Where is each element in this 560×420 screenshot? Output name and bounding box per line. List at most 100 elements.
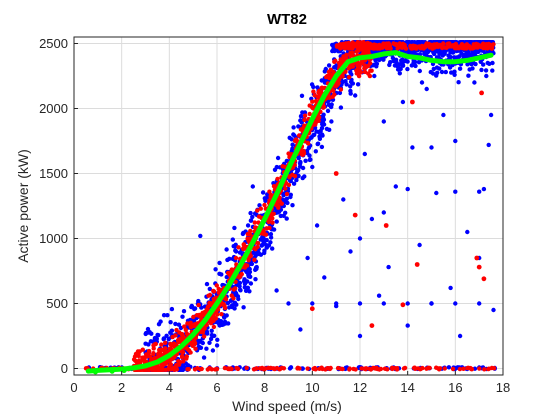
scatter-point <box>291 125 295 129</box>
scatter-point <box>212 289 216 293</box>
scatter-point <box>190 342 194 346</box>
scatter-point <box>452 73 456 77</box>
scatter-point <box>446 53 450 57</box>
scatter-point <box>314 149 318 153</box>
scatter-point <box>253 220 257 224</box>
scatter-point <box>467 67 471 71</box>
scatter-point <box>367 367 371 371</box>
scatter-point <box>441 53 445 57</box>
scatter-point <box>406 187 410 191</box>
scatter-point <box>453 190 457 194</box>
scatter-point <box>320 87 324 91</box>
scatter-point <box>487 143 491 147</box>
scatter-point <box>142 355 146 359</box>
scatter-point <box>313 93 317 97</box>
scatter-point <box>323 367 327 371</box>
x-tick-label: 0 <box>70 380 77 395</box>
scatter-point <box>484 68 488 72</box>
scatter-point <box>405 59 409 63</box>
scatter-point <box>339 87 343 91</box>
scatter-point <box>180 354 184 358</box>
scatter-point <box>168 320 172 324</box>
scatter-point <box>275 177 279 181</box>
scatter-point <box>231 237 235 241</box>
scatter-point <box>291 132 295 136</box>
scatter-point <box>276 206 280 210</box>
scatter-point <box>456 80 460 84</box>
scatter-point <box>354 68 358 72</box>
scatter-point <box>196 299 200 303</box>
scatter-point <box>370 323 375 328</box>
scatter-point <box>382 119 386 123</box>
scatter-point <box>168 331 172 335</box>
scatter-point <box>226 321 230 325</box>
scatter-point <box>299 127 303 131</box>
scatter-point <box>293 174 297 178</box>
scatter-point <box>310 82 314 86</box>
scatter-point <box>270 246 274 250</box>
scatter-point <box>298 160 302 164</box>
scatter-point <box>441 113 445 117</box>
scatter-point <box>259 207 263 211</box>
scatter-point <box>195 366 199 370</box>
scatter-point <box>190 304 194 308</box>
scatter-point <box>207 341 211 345</box>
scatter-point <box>173 333 177 337</box>
scatter-point <box>403 366 407 370</box>
scatter-point <box>262 203 266 207</box>
scatter-point <box>302 118 306 122</box>
scatter-point <box>406 301 410 305</box>
scatter-point <box>207 366 211 370</box>
scatter-point <box>448 49 452 53</box>
scatter-point <box>138 359 142 363</box>
scatter-point <box>373 46 377 50</box>
scatter-point <box>453 301 457 305</box>
scatter-point <box>395 367 399 371</box>
scatter-point <box>276 156 280 160</box>
scatter-point <box>286 151 290 155</box>
scatter-point <box>226 367 230 371</box>
scatter-point <box>483 44 487 48</box>
x-tick-label: 6 <box>213 380 220 395</box>
scatter-point <box>133 359 137 363</box>
scatter-point <box>401 44 405 48</box>
scatter-point <box>477 265 482 270</box>
x-tick-label: 18 <box>496 380 510 395</box>
scatter-point <box>444 70 448 74</box>
plot-area <box>74 37 503 375</box>
scatter-point <box>267 190 271 194</box>
y-tick-label: 2000 <box>39 101 68 116</box>
scatter-point <box>390 366 394 370</box>
scatter-point <box>381 45 385 49</box>
y-tick-label: 1500 <box>39 166 68 181</box>
scatter-point <box>210 334 214 338</box>
scatter-point <box>331 95 335 99</box>
x-axis-label: Wind speed (m/s) <box>232 398 342 414</box>
scatter-point <box>320 78 324 82</box>
scatter-point <box>153 336 157 340</box>
scatter-point <box>429 301 433 305</box>
scatter-point <box>411 60 415 64</box>
scatter-point <box>192 324 196 328</box>
scatter-point <box>232 226 236 230</box>
scatter-point <box>331 88 335 92</box>
y-tick-label: 1000 <box>39 231 68 246</box>
scatter-point <box>292 182 296 186</box>
scatter-point <box>429 145 433 149</box>
scatter-point <box>356 43 360 47</box>
scatter-point <box>317 134 321 138</box>
scatter-point <box>353 367 357 371</box>
scatter-point <box>336 81 340 85</box>
scatter-point <box>134 352 138 356</box>
scatter-point <box>285 197 289 201</box>
scatter-point <box>373 366 377 370</box>
scatter-point <box>289 193 293 197</box>
scatter-point <box>196 303 200 307</box>
scatter-point <box>348 84 352 88</box>
scatter-point <box>275 219 279 223</box>
scatter-point <box>433 44 437 48</box>
scatter-point <box>334 301 338 305</box>
scatter-point <box>385 45 389 49</box>
scatter-point <box>234 366 238 370</box>
scatter-point <box>254 266 258 270</box>
